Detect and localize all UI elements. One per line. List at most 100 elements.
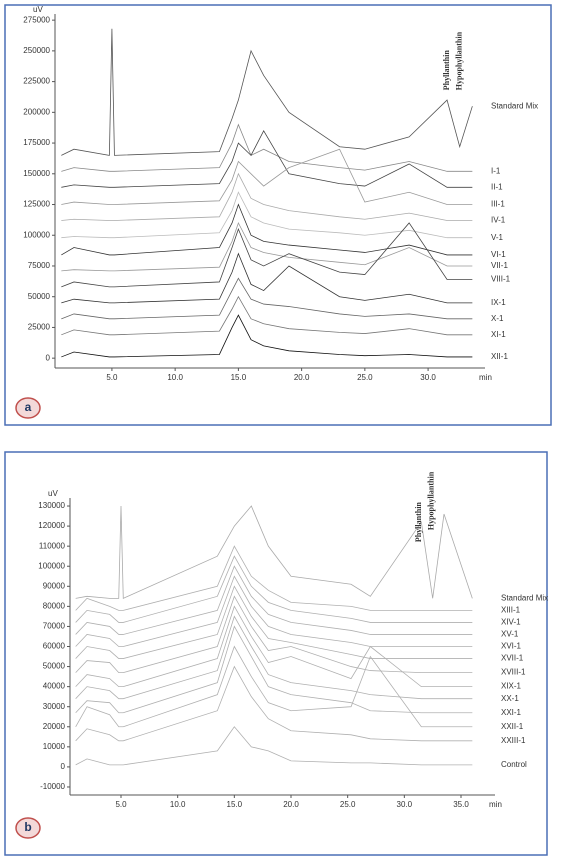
trace [61,191,473,239]
trace [61,252,473,304]
annotation: Hypophyllanthin [426,471,435,530]
y-tick-label: 0 [61,762,66,771]
y-tick-label: 250000 [23,46,50,55]
y-axis-label: uV [48,489,58,498]
annotation: Phyllanthin [442,50,451,91]
legend-label: XXII-1 [501,722,524,731]
trace [61,221,473,272]
y-tick-label: 90000 [43,581,66,590]
y-axis-label: uV [33,5,43,14]
trace [75,575,473,647]
trace [75,645,473,728]
legend-label: XVI-1 [501,642,522,651]
x-tick-label: 15.0 [227,800,243,809]
legend-label: IV-1 [491,216,506,225]
trace [61,295,473,336]
panel-frame [4,4,552,426]
annotation: Phyllanthin [414,502,423,543]
trace [61,129,473,188]
panel-label: b [24,820,31,834]
panel-frame [4,451,548,856]
y-tick-label: 70000 [43,622,66,631]
legend-label: XI-1 [491,330,506,339]
y-tick-label: 75000 [28,261,51,270]
x-tick-label: 30.0 [397,800,413,809]
x-tick-label: 20.0 [283,800,299,809]
x-tick-label: 30.0 [420,373,436,382]
x-axis-label: min [489,800,502,809]
legend-label: X-1 [491,314,504,323]
panel-badge [15,397,41,419]
legend-label: Standard Mix [501,593,548,602]
y-tick-label: 100000 [23,230,50,239]
legend-label: Control [501,760,527,769]
x-tick-label: 35.0 [453,800,469,809]
y-tick-label: 40000 [43,682,66,691]
legend-label: II-1 [491,182,503,191]
y-tick-label: 125000 [23,200,50,209]
panel-label: a [25,400,32,414]
trace [75,625,473,714]
y-tick-label: 80000 [43,601,66,610]
legend-label: XIX-1 [501,682,522,691]
trace [75,555,473,623]
legend-label: XIV-1 [501,618,521,627]
trace [75,505,473,599]
legend-label: XV-1 [501,630,519,639]
y-tick-label: -10000 [40,782,65,791]
y-tick-label: 60000 [43,642,66,651]
y-tick-label: 20000 [43,722,66,731]
trace [61,28,473,156]
x-tick-label: 15.0 [231,373,247,382]
trace [75,615,473,700]
y-tick-label: 275000 [23,15,50,24]
legend-label: VIII-1 [491,275,511,284]
trace [75,595,473,673]
x-tick-label: 5.0 [106,373,118,382]
y-tick-label: 50000 [28,292,51,301]
legend-label: XX-1 [501,694,519,703]
annotation: Hypophyllanthin [455,31,464,90]
legend-label: III-1 [491,200,505,209]
trace [75,585,473,659]
trace [61,314,473,358]
legend-label: V-1 [491,233,504,242]
y-tick-label: 200000 [23,107,50,116]
y-tick-label: 225000 [23,77,50,86]
legend-label: IX-1 [491,298,506,307]
y-tick-label: 120000 [38,521,65,530]
y-tick-label: 175000 [23,138,50,147]
trace [61,203,473,256]
legend-label: XVIII-1 [501,668,526,677]
legend-label: XII-1 [491,352,508,361]
trace [75,665,473,742]
y-tick-label: 150000 [23,169,50,178]
legend-label: VI-1 [491,250,506,259]
trace [61,222,473,288]
legend-label: Standard Mix [491,101,538,110]
legend-label: XXI-1 [501,708,522,717]
y-tick-label: 130000 [38,501,65,510]
y-tick-label: 30000 [43,702,66,711]
legend-label: XIII-1 [501,605,521,614]
trace [75,726,473,766]
legend-label: I-1 [491,166,501,175]
x-axis-label: min [479,373,492,382]
x-tick-label: 25.0 [340,800,356,809]
trace [61,148,473,205]
trace [75,605,473,688]
y-tick-label: 10000 [43,742,66,751]
panel-badge [15,817,41,839]
x-tick-label: 20.0 [294,373,310,382]
x-tick-label: 25.0 [357,373,373,382]
trace [61,123,473,172]
y-tick-label: 110000 [39,541,66,550]
y-tick-label: 25000 [28,323,51,332]
trace [75,545,473,611]
x-tick-label: 10.0 [167,373,183,382]
x-tick-label: 5.0 [115,800,127,809]
trace [75,565,473,635]
y-tick-label: 0 [46,353,51,362]
trace [61,277,473,320]
